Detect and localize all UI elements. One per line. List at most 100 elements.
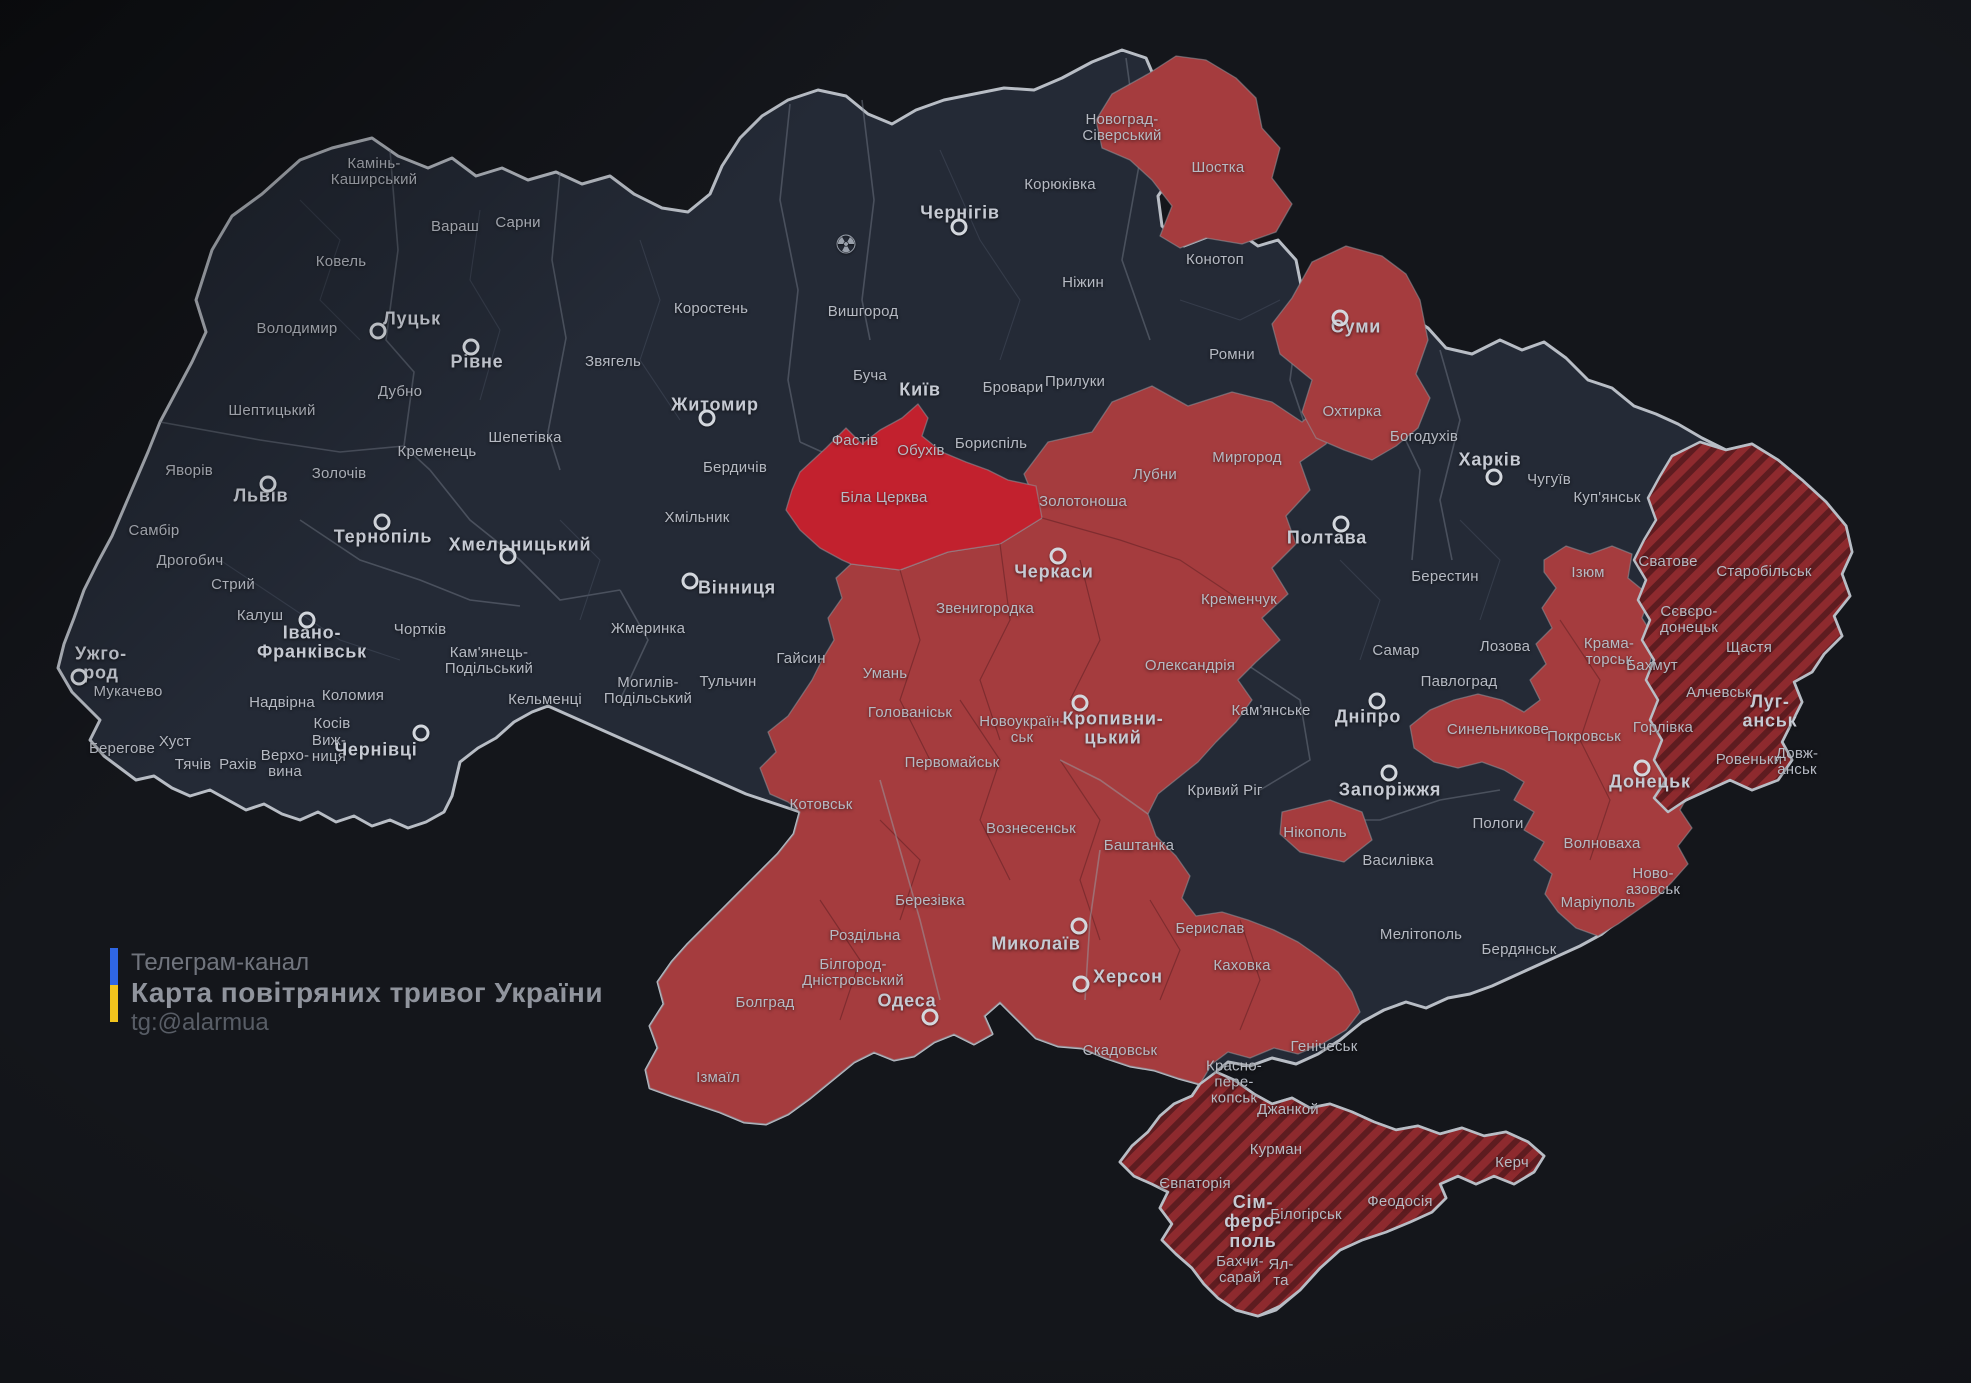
place-label: Бахчи- сарай bbox=[1216, 1252, 1264, 1286]
radiation-icon: ☢ bbox=[834, 229, 858, 260]
capital-marker bbox=[373, 513, 391, 531]
place-label: Берестин bbox=[1411, 567, 1479, 585]
capital-marker bbox=[1380, 764, 1398, 782]
place-label: Богодухів bbox=[1389, 427, 1459, 445]
place-label: Кременчук bbox=[1200, 590, 1278, 608]
place-label: Рівне bbox=[450, 351, 504, 372]
place-label: Київ bbox=[899, 379, 941, 400]
capital-marker bbox=[1049, 547, 1067, 565]
place-label: Білогірськ bbox=[1270, 1205, 1342, 1223]
capital-marker bbox=[1485, 468, 1503, 486]
place-label: Яворів bbox=[165, 461, 213, 479]
place-label: Первомайськ bbox=[904, 753, 1000, 771]
place-label: Феодосія bbox=[1367, 1192, 1433, 1210]
place-label: Крама- торськ bbox=[1583, 634, 1635, 668]
place-label: Умань bbox=[862, 664, 908, 682]
place-label: Мукачево bbox=[93, 682, 163, 700]
place-label: Вінниця bbox=[698, 577, 776, 598]
capital-marker bbox=[1633, 759, 1651, 777]
place-label: Надвірна bbox=[249, 693, 315, 711]
place-label: Фастів bbox=[831, 431, 879, 449]
place-label: Ял- та bbox=[1268, 1255, 1294, 1289]
place-label: Курман bbox=[1249, 1140, 1303, 1158]
place-label: Алчевськ bbox=[1686, 683, 1752, 701]
place-label: Житомир bbox=[671, 394, 759, 415]
place-label: Маріуполь bbox=[1560, 893, 1636, 911]
place-label: Мелітополь bbox=[1379, 925, 1463, 943]
place-label: Бахмут bbox=[1626, 656, 1678, 674]
place-label: Луцьк bbox=[383, 308, 441, 329]
place-label: Красно- пере- копськ bbox=[1206, 1057, 1262, 1108]
place-label: Лозова bbox=[1479, 637, 1531, 655]
place-label: Євпаторія bbox=[1159, 1174, 1231, 1192]
place-label: Нікополь bbox=[1283, 823, 1347, 841]
place-label: Ромни bbox=[1209, 345, 1255, 363]
place-label: Кривий Ріг bbox=[1187, 781, 1263, 799]
place-label: Коломия bbox=[321, 686, 385, 704]
place-label: Сарни bbox=[495, 213, 541, 231]
place-label: Коростень bbox=[673, 299, 749, 317]
place-label: Генічеськ bbox=[1290, 1037, 1358, 1055]
place-label: Чернівці bbox=[334, 739, 418, 760]
legend: Телеграм-канал Карта повітряних тривог У… bbox=[110, 948, 603, 1038]
capital-marker bbox=[950, 218, 968, 236]
place-label: Корюківка bbox=[1024, 175, 1096, 193]
place-label: Лубни bbox=[1133, 465, 1177, 483]
place-label: Хмельницький bbox=[448, 534, 592, 555]
place-label: Берислав bbox=[1175, 919, 1245, 937]
capital-marker bbox=[1072, 975, 1090, 993]
place-label: Дніпро bbox=[1334, 706, 1402, 727]
place-label: Золотоноша bbox=[1038, 492, 1128, 510]
capital-marker bbox=[298, 611, 316, 629]
place-label: Березівка bbox=[895, 891, 965, 909]
place-label: Кропивни- цький bbox=[1062, 708, 1164, 748]
place-label: Херсон bbox=[1093, 966, 1163, 987]
capital-marker bbox=[921, 1008, 939, 1026]
place-label: Вишгород bbox=[827, 302, 899, 320]
place-label: Тячів bbox=[174, 755, 212, 773]
place-label: Сім- феро- поль bbox=[1224, 1191, 1282, 1251]
place-label: Рахів bbox=[219, 755, 257, 773]
place-label: Біла Церква bbox=[840, 488, 928, 506]
place-label: Покровськ bbox=[1547, 727, 1621, 745]
capital-marker bbox=[462, 338, 480, 356]
place-label: Полтава bbox=[1286, 527, 1368, 548]
place-label: Олександрія bbox=[1144, 656, 1236, 674]
place-label: Шепетівка bbox=[488, 428, 562, 446]
place-label: Луг- анськ bbox=[1742, 691, 1798, 731]
capital-marker bbox=[681, 572, 699, 590]
legend-telegram-handle[interactable]: tg:@alarmua bbox=[131, 1009, 269, 1036]
place-label: Миколаїв bbox=[991, 933, 1081, 954]
place-label: Котовськ bbox=[789, 795, 853, 813]
place-label: Обухів bbox=[897, 441, 945, 459]
place-label: Хуст bbox=[158, 732, 192, 750]
place-label: Чортків bbox=[393, 620, 447, 638]
place-label: Ізмаїл bbox=[696, 1068, 740, 1086]
place-label: Новоград- Сіверський bbox=[1082, 110, 1162, 144]
place-label: Волноваха bbox=[1563, 834, 1641, 852]
place-label: Кельменці bbox=[508, 690, 582, 708]
capital-marker bbox=[259, 475, 277, 493]
place-label: Камінь- Каширський bbox=[330, 154, 418, 188]
place-label: Пологи bbox=[1472, 814, 1524, 832]
place-label: Верхо- вина bbox=[260, 746, 310, 780]
capital-marker bbox=[70, 668, 88, 686]
place-label: Керч bbox=[1495, 1153, 1529, 1171]
place-label: Скадовськ bbox=[1082, 1041, 1158, 1059]
place-label: Могилів- Подільський bbox=[603, 673, 693, 707]
place-label: Синельникове bbox=[1446, 720, 1550, 738]
place-label: Шептицький bbox=[228, 401, 316, 419]
place-label: Бровари bbox=[982, 378, 1044, 396]
place-label: Охтирка bbox=[1322, 402, 1382, 420]
place-label: Звенигородка bbox=[935, 599, 1035, 617]
place-label: Конотоп bbox=[1186, 250, 1244, 268]
place-label: Кам'янець- Подільський bbox=[444, 643, 534, 677]
place-label: Золочів bbox=[311, 464, 367, 482]
legend-telegram-channel: Телеграм-канал bbox=[131, 949, 310, 976]
capital-marker bbox=[412, 724, 430, 742]
place-label: Горлівка bbox=[1632, 718, 1694, 736]
place-label: Гайсин bbox=[776, 649, 826, 667]
place-label: Голованіськ bbox=[867, 703, 953, 721]
